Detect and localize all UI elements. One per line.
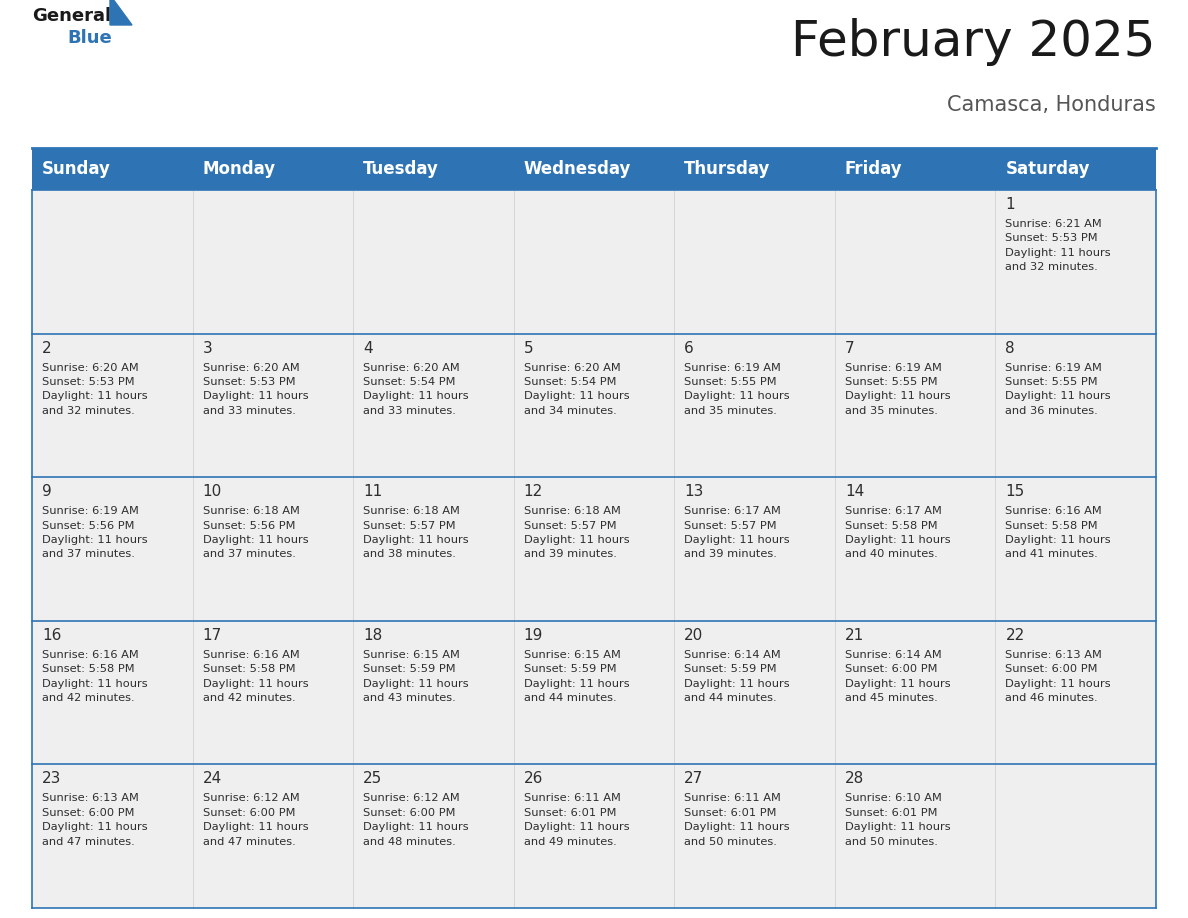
Text: Sunrise: 6:18 AM
Sunset: 5:56 PM
Daylight: 11 hours
and 37 minutes.: Sunrise: 6:18 AM Sunset: 5:56 PM Dayligh… [203, 506, 308, 559]
Text: Sunrise: 6:20 AM
Sunset: 5:54 PM
Daylight: 11 hours
and 34 minutes.: Sunrise: 6:20 AM Sunset: 5:54 PM Dayligh… [524, 363, 630, 416]
Text: Sunrise: 6:14 AM
Sunset: 5:59 PM
Daylight: 11 hours
and 44 minutes.: Sunrise: 6:14 AM Sunset: 5:59 PM Dayligh… [684, 650, 790, 703]
Text: Sunrise: 6:19 AM
Sunset: 5:55 PM
Daylight: 11 hours
and 35 minutes.: Sunrise: 6:19 AM Sunset: 5:55 PM Dayligh… [684, 363, 790, 416]
Text: 20: 20 [684, 628, 703, 643]
Bar [32, 477, 1156, 621]
Bar [32, 621, 1156, 765]
Text: Sunrise: 6:16 AM
Sunset: 5:58 PM
Daylight: 11 hours
and 42 minutes.: Sunrise: 6:16 AM Sunset: 5:58 PM Dayligh… [203, 650, 308, 703]
Text: Sunrise: 6:16 AM
Sunset: 5:58 PM
Daylight: 11 hours
and 42 minutes.: Sunrise: 6:16 AM Sunset: 5:58 PM Dayligh… [42, 650, 147, 703]
Text: 11: 11 [364, 484, 383, 499]
Text: Sunrise: 6:17 AM
Sunset: 5:58 PM
Daylight: 11 hours
and 40 minutes.: Sunrise: 6:17 AM Sunset: 5:58 PM Dayligh… [845, 506, 950, 559]
Text: 2: 2 [42, 341, 51, 355]
Text: Sunrise: 6:15 AM
Sunset: 5:59 PM
Daylight: 11 hours
and 43 minutes.: Sunrise: 6:15 AM Sunset: 5:59 PM Dayligh… [364, 650, 469, 703]
Text: Sunrise: 6:12 AM
Sunset: 6:00 PM
Daylight: 11 hours
and 48 minutes.: Sunrise: 6:12 AM Sunset: 6:00 PM Dayligh… [364, 793, 469, 846]
Text: Sunrise: 6:20 AM
Sunset: 5:53 PM
Daylight: 11 hours
and 33 minutes.: Sunrise: 6:20 AM Sunset: 5:53 PM Dayligh… [203, 363, 308, 416]
Text: 18: 18 [364, 628, 383, 643]
Text: Sunday: Sunday [42, 160, 110, 178]
Polygon shape [110, 0, 132, 25]
Text: 17: 17 [203, 628, 222, 643]
Text: 12: 12 [524, 484, 543, 499]
Text: Monday: Monday [203, 160, 276, 178]
Text: 16: 16 [42, 628, 62, 643]
Text: 4: 4 [364, 341, 373, 355]
Text: Friday: Friday [845, 160, 903, 178]
Text: Sunrise: 6:19 AM
Sunset: 5:55 PM
Daylight: 11 hours
and 36 minutes.: Sunrise: 6:19 AM Sunset: 5:55 PM Dayligh… [1005, 363, 1111, 416]
Bar [32, 190, 1156, 333]
Text: 15: 15 [1005, 484, 1025, 499]
Text: 5: 5 [524, 341, 533, 355]
Text: Camasca, Honduras: Camasca, Honduras [947, 95, 1156, 115]
Text: Sunrise: 6:13 AM
Sunset: 6:00 PM
Daylight: 11 hours
and 47 minutes.: Sunrise: 6:13 AM Sunset: 6:00 PM Dayligh… [42, 793, 147, 846]
Bar [32, 148, 1156, 190]
Text: 25: 25 [364, 771, 383, 787]
Text: Sunrise: 6:18 AM
Sunset: 5:57 PM
Daylight: 11 hours
and 38 minutes.: Sunrise: 6:18 AM Sunset: 5:57 PM Dayligh… [364, 506, 469, 559]
Text: 22: 22 [1005, 628, 1025, 643]
Text: 26: 26 [524, 771, 543, 787]
Text: Sunrise: 6:20 AM
Sunset: 5:53 PM
Daylight: 11 hours
and 32 minutes.: Sunrise: 6:20 AM Sunset: 5:53 PM Dayligh… [42, 363, 147, 416]
Text: 3: 3 [203, 341, 213, 355]
Text: Sunrise: 6:10 AM
Sunset: 6:01 PM
Daylight: 11 hours
and 50 minutes.: Sunrise: 6:10 AM Sunset: 6:01 PM Dayligh… [845, 793, 950, 846]
Bar [32, 765, 1156, 908]
Text: 9: 9 [42, 484, 52, 499]
Text: Sunrise: 6:14 AM
Sunset: 6:00 PM
Daylight: 11 hours
and 45 minutes.: Sunrise: 6:14 AM Sunset: 6:00 PM Dayligh… [845, 650, 950, 703]
Text: 24: 24 [203, 771, 222, 787]
Text: Sunrise: 6:11 AM
Sunset: 6:01 PM
Daylight: 11 hours
and 50 minutes.: Sunrise: 6:11 AM Sunset: 6:01 PM Dayligh… [684, 793, 790, 846]
Text: 6: 6 [684, 341, 694, 355]
Text: 1: 1 [1005, 197, 1015, 212]
Text: Saturday: Saturday [1005, 160, 1089, 178]
Text: 8: 8 [1005, 341, 1015, 355]
Text: Sunrise: 6:20 AM
Sunset: 5:54 PM
Daylight: 11 hours
and 33 minutes.: Sunrise: 6:20 AM Sunset: 5:54 PM Dayligh… [364, 363, 469, 416]
Text: 19: 19 [524, 628, 543, 643]
Text: Tuesday: Tuesday [364, 160, 440, 178]
Text: 23: 23 [42, 771, 62, 787]
Text: Sunrise: 6:19 AM
Sunset: 5:56 PM
Daylight: 11 hours
and 37 minutes.: Sunrise: 6:19 AM Sunset: 5:56 PM Dayligh… [42, 506, 147, 559]
Text: February 2025: February 2025 [791, 18, 1156, 66]
Text: 10: 10 [203, 484, 222, 499]
Text: Sunrise: 6:11 AM
Sunset: 6:01 PM
Daylight: 11 hours
and 49 minutes.: Sunrise: 6:11 AM Sunset: 6:01 PM Dayligh… [524, 793, 630, 846]
Text: Sunrise: 6:21 AM
Sunset: 5:53 PM
Daylight: 11 hours
and 32 minutes.: Sunrise: 6:21 AM Sunset: 5:53 PM Dayligh… [1005, 219, 1111, 273]
Text: 28: 28 [845, 771, 864, 787]
Text: Thursday: Thursday [684, 160, 771, 178]
Text: Sunrise: 6:17 AM
Sunset: 5:57 PM
Daylight: 11 hours
and 39 minutes.: Sunrise: 6:17 AM Sunset: 5:57 PM Dayligh… [684, 506, 790, 559]
Text: Sunrise: 6:13 AM
Sunset: 6:00 PM
Daylight: 11 hours
and 46 minutes.: Sunrise: 6:13 AM Sunset: 6:00 PM Dayligh… [1005, 650, 1111, 703]
Text: 13: 13 [684, 484, 703, 499]
Text: Wednesday: Wednesday [524, 160, 631, 178]
Text: Sunrise: 6:16 AM
Sunset: 5:58 PM
Daylight: 11 hours
and 41 minutes.: Sunrise: 6:16 AM Sunset: 5:58 PM Dayligh… [1005, 506, 1111, 559]
Text: 27: 27 [684, 771, 703, 787]
Text: Blue: Blue [67, 29, 112, 47]
Bar [32, 333, 1156, 477]
Text: Sunrise: 6:19 AM
Sunset: 5:55 PM
Daylight: 11 hours
and 35 minutes.: Sunrise: 6:19 AM Sunset: 5:55 PM Dayligh… [845, 363, 950, 416]
Text: Sunrise: 6:18 AM
Sunset: 5:57 PM
Daylight: 11 hours
and 39 minutes.: Sunrise: 6:18 AM Sunset: 5:57 PM Dayligh… [524, 506, 630, 559]
Text: Sunrise: 6:15 AM
Sunset: 5:59 PM
Daylight: 11 hours
and 44 minutes.: Sunrise: 6:15 AM Sunset: 5:59 PM Dayligh… [524, 650, 630, 703]
Text: Sunrise: 6:12 AM
Sunset: 6:00 PM
Daylight: 11 hours
and 47 minutes.: Sunrise: 6:12 AM Sunset: 6:00 PM Dayligh… [203, 793, 308, 846]
Text: 7: 7 [845, 341, 854, 355]
Text: 21: 21 [845, 628, 864, 643]
Text: 14: 14 [845, 484, 864, 499]
Text: General: General [32, 7, 112, 25]
